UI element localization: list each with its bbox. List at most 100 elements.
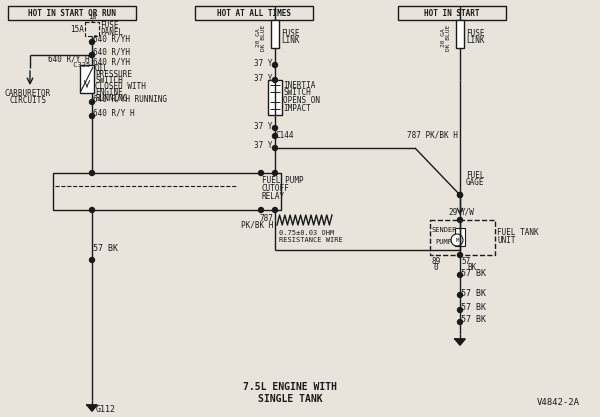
Bar	[271, 20, 279, 48]
Bar	[456, 20, 464, 48]
Text: 640 R/YH: 640 R/YH	[93, 58, 130, 66]
Text: FUSE: FUSE	[466, 28, 485, 38]
Text: PUMP: PUMP	[435, 239, 452, 245]
Text: FUEL: FUEL	[466, 171, 485, 179]
Text: SWITCH: SWITCH	[283, 88, 311, 96]
Text: IMPACT: IMPACT	[283, 103, 311, 113]
Circle shape	[458, 272, 463, 277]
Text: LINK: LINK	[281, 35, 299, 45]
Circle shape	[451, 234, 463, 246]
Text: CARBURETOR: CARBURETOR	[5, 88, 51, 98]
Text: PK/BK H: PK/BK H	[241, 221, 273, 229]
Text: LINK: LINK	[466, 35, 485, 45]
Circle shape	[458, 193, 463, 198]
Text: 57 BK: 57 BK	[461, 269, 486, 277]
Text: GAGE: GAGE	[466, 178, 485, 186]
Circle shape	[458, 292, 463, 297]
Bar	[430, 220, 495, 255]
Text: 57 BK: 57 BK	[461, 304, 486, 312]
Text: OIL: OIL	[95, 63, 109, 73]
Text: 787: 787	[259, 214, 273, 223]
Text: C325: C325	[69, 62, 90, 68]
Text: SENDER: SENDER	[431, 227, 457, 233]
Circle shape	[89, 53, 95, 58]
Text: 640 R/YH: 640 R/YH	[93, 48, 130, 56]
Circle shape	[458, 193, 463, 198]
Text: OPENS ON: OPENS ON	[283, 95, 320, 105]
Text: FUEL PUMP: FUEL PUMP	[262, 176, 304, 184]
Text: 57 BK: 57 BK	[461, 316, 486, 324]
Circle shape	[272, 126, 277, 131]
Text: 37 Y: 37 Y	[254, 73, 273, 83]
Bar	[85, 22, 99, 36]
Text: INERTIA: INERTIA	[283, 80, 316, 90]
Text: BK: BK	[467, 263, 476, 272]
Text: M: M	[455, 238, 458, 243]
Circle shape	[259, 171, 263, 176]
Polygon shape	[455, 339, 465, 345]
Text: 0.75±0.03 OHM: 0.75±0.03 OHM	[279, 230, 334, 236]
Text: 57 BK: 57 BK	[461, 289, 486, 297]
Text: 29: 29	[449, 208, 458, 216]
Bar	[53, 173, 281, 210]
Circle shape	[89, 53, 95, 58]
Text: HOT IN START OR RUN: HOT IN START OR RUN	[28, 8, 116, 18]
Text: RESISTANCE WIRE: RESISTANCE WIRE	[279, 237, 343, 243]
Bar	[455, 228, 465, 246]
Text: CUTOFF: CUTOFF	[262, 183, 290, 193]
Text: 640 R/YH: 640 R/YH	[93, 35, 130, 43]
Circle shape	[458, 307, 463, 312]
Text: 640 R/YH RUNNING: 640 R/YH RUNNING	[93, 95, 167, 103]
Text: 15A: 15A	[70, 25, 84, 33]
Polygon shape	[87, 405, 97, 411]
Text: RELAY: RELAY	[262, 191, 285, 201]
Text: 89: 89	[431, 257, 440, 266]
Circle shape	[89, 113, 95, 118]
Circle shape	[458, 253, 463, 258]
Bar	[8, 6, 136, 20]
Text: HOT AT ALL TIMES: HOT AT ALL TIMES	[217, 8, 291, 18]
Text: PANEL: PANEL	[100, 28, 123, 37]
Circle shape	[272, 146, 277, 151]
Text: 20 GA
DK BLUE: 20 GA DK BLUE	[440, 25, 451, 51]
Text: CLOSED WITH: CLOSED WITH	[95, 81, 146, 90]
Circle shape	[89, 258, 95, 262]
Text: 57: 57	[461, 257, 470, 266]
Bar	[80, 65, 94, 93]
Circle shape	[89, 100, 95, 105]
Circle shape	[272, 133, 277, 138]
Circle shape	[89, 208, 95, 213]
Text: 18: 18	[88, 14, 96, 20]
Text: 20 GA
DK BLUE: 20 GA DK BLUE	[256, 25, 266, 51]
Circle shape	[272, 171, 277, 176]
Text: SWITCH: SWITCH	[95, 75, 123, 85]
Circle shape	[458, 319, 463, 324]
Circle shape	[89, 40, 95, 45]
Text: 787 PK/BK H: 787 PK/BK H	[407, 131, 458, 140]
Circle shape	[272, 78, 277, 83]
Circle shape	[259, 208, 263, 213]
Bar	[195, 6, 313, 20]
Text: 7.5L ENGINE WITH
SINGLE TANK: 7.5L ENGINE WITH SINGLE TANK	[243, 382, 337, 404]
Text: 640 R/Y H: 640 R/Y H	[93, 108, 134, 118]
Circle shape	[272, 208, 277, 213]
Bar	[268, 80, 282, 115]
Text: RUNNING: RUNNING	[95, 93, 127, 103]
Text: G112: G112	[96, 405, 116, 414]
Text: 0: 0	[434, 263, 439, 272]
Text: PRESSURE: PRESSURE	[95, 70, 132, 78]
Text: UNIT: UNIT	[497, 236, 515, 244]
Text: FUSE: FUSE	[281, 28, 299, 38]
Circle shape	[458, 218, 463, 223]
Text: Y/W: Y/W	[461, 208, 475, 216]
Text: 37 Y: 37 Y	[254, 58, 273, 68]
Text: HOT IN START: HOT IN START	[424, 8, 480, 18]
Text: 37 Y: 37 Y	[254, 141, 273, 151]
Text: 57 BK: 57 BK	[93, 244, 118, 253]
Bar	[398, 6, 506, 20]
Text: 640 R/Y H: 640 R/Y H	[49, 55, 90, 63]
Circle shape	[272, 63, 277, 68]
Text: C144: C144	[276, 131, 295, 140]
Text: ENGINE: ENGINE	[95, 88, 123, 96]
Circle shape	[89, 171, 95, 176]
